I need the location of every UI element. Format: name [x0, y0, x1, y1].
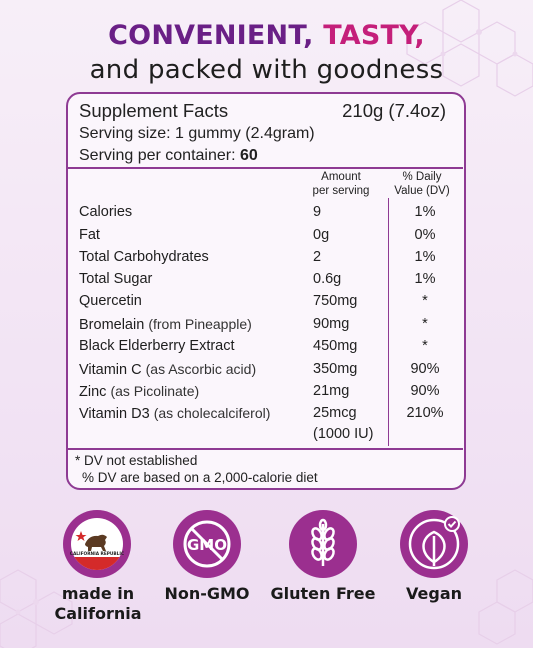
facts-title: Supplement Facts	[79, 100, 229, 121]
nutrient-name-text: Calories	[79, 204, 133, 220]
column-divider	[388, 198, 389, 446]
nutrient-name-text: Black Elderberry Extract	[79, 338, 235, 354]
nutrient-name: Zinc (as Picolinate)	[79, 383, 199, 400]
no-gmo-icon: GMO	[183, 520, 231, 568]
nutrient-amount: 0g	[313, 227, 330, 243]
nutrient-source: (as cholecalciferol)	[153, 405, 271, 421]
hexagon-pattern-decoration-right	[478, 569, 533, 645]
footnote-dv-not-established: * DV not established	[75, 453, 198, 468]
non-gmo-label: Non-GMO	[164, 584, 250, 603]
servings-label: Serving per container:	[79, 147, 236, 164]
vegan-badge	[400, 510, 468, 578]
nutrient-amount: 750mg	[313, 293, 358, 309]
nutrient-name-text: Vitamin D3	[79, 406, 150, 422]
wheat-icon	[311, 518, 335, 566]
california-flag-icon: CALIFORNIA REPUBLIC	[70, 518, 124, 570]
nutrient-name-text: Vitamin C	[79, 362, 142, 378]
hexagon-pattern-decoration	[406, 0, 533, 97]
nutrient-amount: 9	[313, 204, 322, 220]
footnote-calorie-diet: % DV are based on a 2,000-calorie diet	[82, 470, 318, 485]
nutrient-amount: 0.6g	[313, 271, 342, 287]
nutrient-name-text: Zinc	[79, 384, 107, 400]
nutrient-name: Fat	[79, 227, 100, 243]
column-header-dv-line2: Value (DV)	[394, 185, 450, 197]
column-header-amount-line2: per serving	[312, 185, 370, 197]
nutrient-amount: 90mg	[313, 316, 350, 332]
nutrient-name: Vitamin D3 (as cholecalciferol)	[79, 405, 270, 422]
nutrient-amount: 450mg	[313, 338, 358, 354]
made-in-california-line2: California	[54, 604, 142, 623]
nutrient-name-text: Bromelain	[79, 317, 145, 333]
made-in-california-line1: made in	[61, 584, 135, 603]
nutrient-daily-value: 210%	[406, 405, 444, 421]
nutrient-daily-value: 0%	[414, 227, 436, 243]
column-header-amount-line1: Amount	[321, 171, 361, 183]
nutrient-source: (from Pineapple)	[148, 316, 252, 332]
supplement-facts-panel: Supplement Facts 210g (7.4oz) Serving si…	[66, 92, 466, 490]
nutrient-daily-value: 90%	[410, 361, 440, 377]
column-header-dv-line1: % Daily	[402, 171, 442, 183]
nutrient-daily-value: 1%	[414, 249, 436, 265]
vegan-leaf-icon	[408, 516, 460, 570]
nutrient-name: Total Sugar	[79, 271, 152, 287]
nutrient-amount: 2	[313, 249, 322, 265]
divider-bottom	[68, 448, 463, 450]
nutrient-daily-value: *	[422, 338, 428, 354]
serving-size: Serving size: 1 gummy (2.4gram)	[79, 125, 315, 142]
nutrient-name-text: Fat	[79, 227, 100, 243]
nutrient-name-text: Total Sugar	[79, 271, 153, 287]
column-header-amount: Amount per serving	[301, 170, 381, 198]
nutrient-name: Calories	[79, 204, 132, 220]
made-in-california-label: made in California	[48, 584, 148, 624]
servings-per-container: Serving per container: 60	[79, 147, 258, 165]
nutrient-source: (as Picolinate)	[110, 383, 200, 399]
flag-caption: CALIFORNIA REPUBLIC	[70, 551, 124, 557]
column-header-dv: % Daily Value (DV)	[386, 170, 458, 198]
servings-value: 60	[239, 147, 258, 164]
divider-top	[68, 167, 463, 169]
nutrient-source: (as Ascorbic acid)	[145, 361, 257, 377]
nutrient-name: Bromelain (from Pineapple)	[79, 316, 252, 333]
nutrient-daily-value: 90%	[410, 383, 440, 399]
nutrient-daily-value: *	[422, 293, 428, 309]
subheadline: and packed with goodness	[89, 55, 444, 85]
nutrient-daily-value: *	[422, 316, 428, 332]
nutrient-name: Vitamin C (as Ascorbic acid)	[79, 361, 256, 378]
hexagon-pattern-decoration-bottom	[0, 569, 73, 648]
gluten-free-label: Gluten Free	[270, 584, 376, 603]
nutrient-name: Total Carbohydrates	[79, 249, 209, 265]
nutrient-amount: 25mcg	[313, 405, 357, 421]
gluten-free-badge	[289, 510, 357, 578]
headline-part-tasty: TASTY,	[323, 20, 425, 51]
nutrient-amount: 21mg	[313, 383, 350, 399]
vegan-label: Vegan	[406, 584, 462, 603]
nutrient-amount: 350mg	[313, 361, 358, 377]
nutrient-name: Quercetin	[79, 293, 142, 309]
nutrient-daily-value: 1%	[414, 204, 436, 220]
nutrient-name: Black Elderberry Extract	[79, 338, 235, 354]
nutrient-name-text: Total Carbohydrates	[79, 249, 209, 265]
nutrient-name-text: Quercetin	[79, 293, 142, 309]
facts-weight: 210g (7.4oz)	[342, 100, 446, 121]
non-gmo-badge: GMO	[173, 510, 241, 578]
headline-part-convenient: CONVENIENT,	[108, 20, 314, 51]
nutrient-daily-value: 1%	[414, 271, 436, 287]
headline: CONVENIENT, TASTY,	[0, 20, 533, 51]
vitamin-d3-iu: (1000 IU)	[313, 426, 374, 442]
made-in-california-badge: CALIFORNIA REPUBLIC	[63, 510, 131, 578]
